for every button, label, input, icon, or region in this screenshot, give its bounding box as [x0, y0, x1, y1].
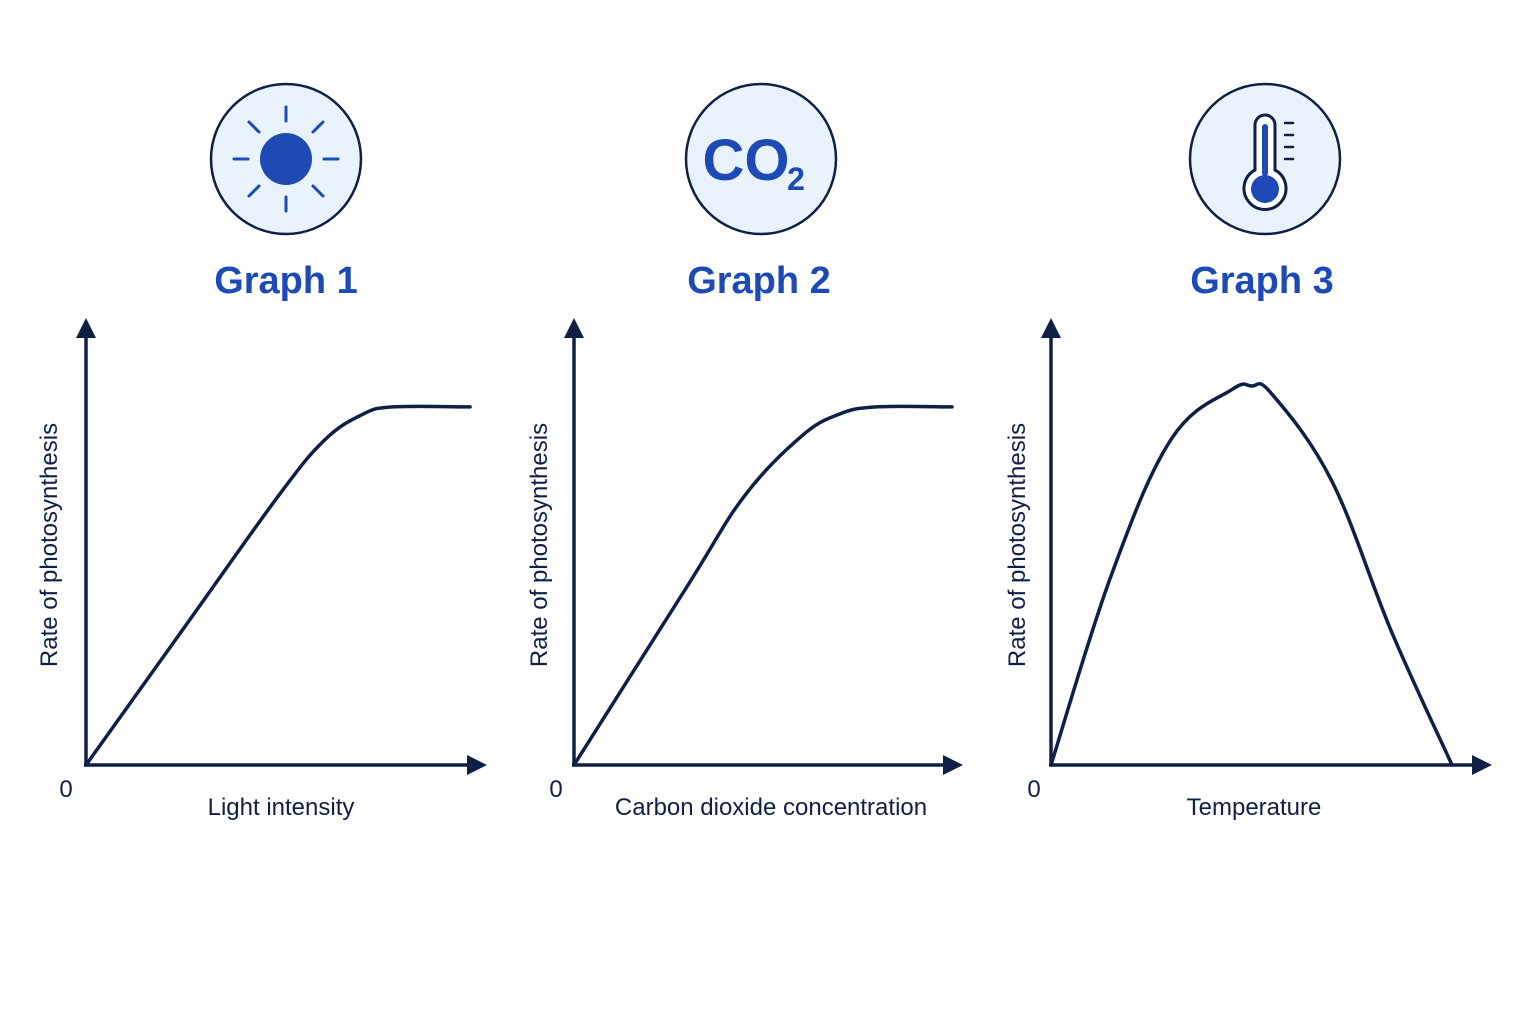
thermometer-icon-badge — [1188, 82, 1342, 236]
y-axis-label: Rate of photosynthesis — [36, 423, 63, 667]
y-axis-label: Rate of photosynthesis — [526, 423, 553, 667]
graph-title: Graph 2 — [687, 260, 831, 302]
panel-graph-2: CO 2 Graph 2 0 Carbon dioxide concentrat… — [526, 82, 963, 821]
series-line — [1049, 381, 1454, 767]
x-axis-label: Carbon dioxide concentration — [615, 794, 927, 821]
graph-title: Graph 3 — [1190, 260, 1334, 302]
icon-circle — [684, 82, 838, 236]
origin-label: 0 — [59, 776, 72, 803]
co2-icon-badge: CO 2 — [684, 82, 838, 236]
series-line — [572, 404, 954, 767]
co2-icon: CO — [703, 128, 790, 193]
panel-graph-1: Graph 1 0 Light intensity Rate of photos… — [36, 82, 487, 821]
graph-title: Graph 1 — [214, 260, 358, 302]
co2-subscript: 2 — [787, 161, 805, 197]
origin-label: 0 — [549, 776, 562, 803]
series-line — [84, 404, 472, 767]
x-axis-label: Light intensity — [208, 794, 355, 821]
x-axis-label: Temperature — [1187, 794, 1322, 821]
y-axis-label: Rate of photosynthesis — [1004, 423, 1031, 667]
sun-icon — [232, 105, 340, 213]
thermometer-icon — [1242, 113, 1295, 211]
panel-graph-3: Graph 3 0 Temperature Rate of photosynth… — [1004, 82, 1492, 821]
sun-icon-badge — [209, 82, 363, 236]
origin-label: 0 — [1027, 776, 1040, 803]
